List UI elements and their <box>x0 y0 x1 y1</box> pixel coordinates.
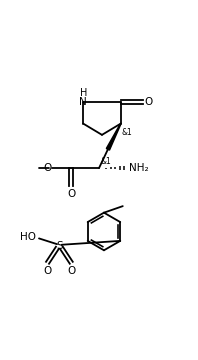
Text: O: O <box>67 266 75 275</box>
Text: O: O <box>43 266 52 275</box>
Text: O: O <box>67 189 75 199</box>
Text: HO: HO <box>20 233 36 242</box>
Text: &1: &1 <box>101 157 112 166</box>
Text: H: H <box>80 88 88 98</box>
Text: &1: &1 <box>122 127 132 136</box>
Polygon shape <box>106 123 121 150</box>
Text: N: N <box>79 97 87 107</box>
Text: O: O <box>145 97 153 107</box>
Text: NH₂: NH₂ <box>129 163 148 173</box>
Text: O: O <box>43 163 51 173</box>
Text: S: S <box>56 241 63 251</box>
